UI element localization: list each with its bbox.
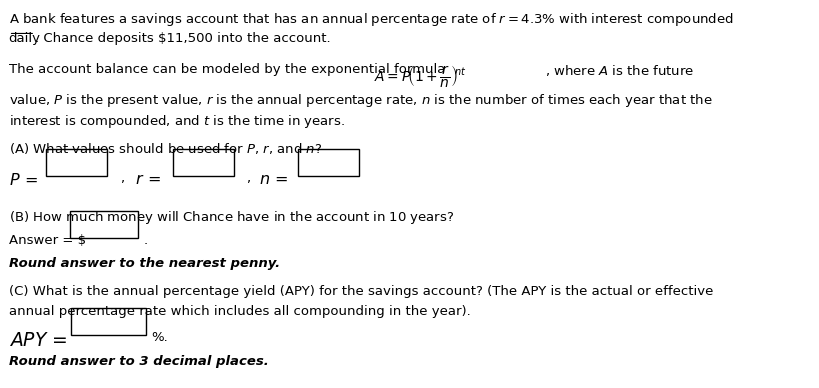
Text: Answer = $: Answer = $	[8, 234, 86, 247]
Text: value, $P$ is the present value, $r$ is the annual percentage rate, $n$ is the n: value, $P$ is the present value, $r$ is …	[8, 92, 713, 109]
Text: $APY$ =: $APY$ =	[8, 331, 67, 350]
FancyBboxPatch shape	[173, 149, 234, 176]
Text: , where $A$ is the future: , where $A$ is the future	[545, 63, 695, 78]
Text: $A = P\!\left(1+\dfrac{r}{n}\right)^{\!\!nt}$: $A = P\!\left(1+\dfrac{r}{n}\right)^{\!\…	[374, 63, 467, 89]
Text: daily: daily	[8, 32, 41, 45]
Text: annual percentage rate which includes all compounding in the year).: annual percentage rate which includes al…	[8, 305, 470, 318]
Text: A bank features a savings account that has an annual percentage rate of $r = 4.3: A bank features a savings account that h…	[8, 12, 733, 28]
Text: $r\,=$: $r\,=$	[134, 172, 161, 187]
Text: ,: ,	[120, 172, 124, 185]
Text: (C) What is the annual percentage yield (APY) for the savings account? (The APY : (C) What is the annual percentage yield …	[8, 285, 713, 298]
Text: $P\,=$: $P\,=$	[8, 172, 38, 188]
FancyBboxPatch shape	[70, 308, 146, 335]
Text: %.: %.	[152, 331, 168, 344]
FancyBboxPatch shape	[298, 149, 360, 176]
FancyBboxPatch shape	[46, 149, 107, 176]
FancyBboxPatch shape	[70, 211, 138, 238]
Text: (B) How much money will Chance have in the account in $10$ years?: (B) How much money will Chance have in t…	[8, 209, 454, 226]
Text: Round answer to 3 decimal places.: Round answer to 3 decimal places.	[8, 355, 269, 368]
Text: .: .	[143, 234, 147, 247]
Text: interest is compounded, and $t$ is the time in years.: interest is compounded, and $t$ is the t…	[8, 113, 345, 130]
Text: The account balance can be modeled by the exponential formula: The account balance can be modeled by th…	[8, 63, 449, 76]
Text: ,: ,	[247, 172, 251, 185]
Text: $n\,=$: $n\,=$	[259, 172, 289, 187]
Text: Round answer to the nearest penny.: Round answer to the nearest penny.	[8, 257, 280, 270]
Text: (A) What values should be used for $P$, $r$, and $n$?: (A) What values should be used for $P$, …	[8, 141, 322, 156]
Text: . Chance deposits $11,500 into the account.: . Chance deposits $11,500 into the accou…	[35, 32, 331, 45]
